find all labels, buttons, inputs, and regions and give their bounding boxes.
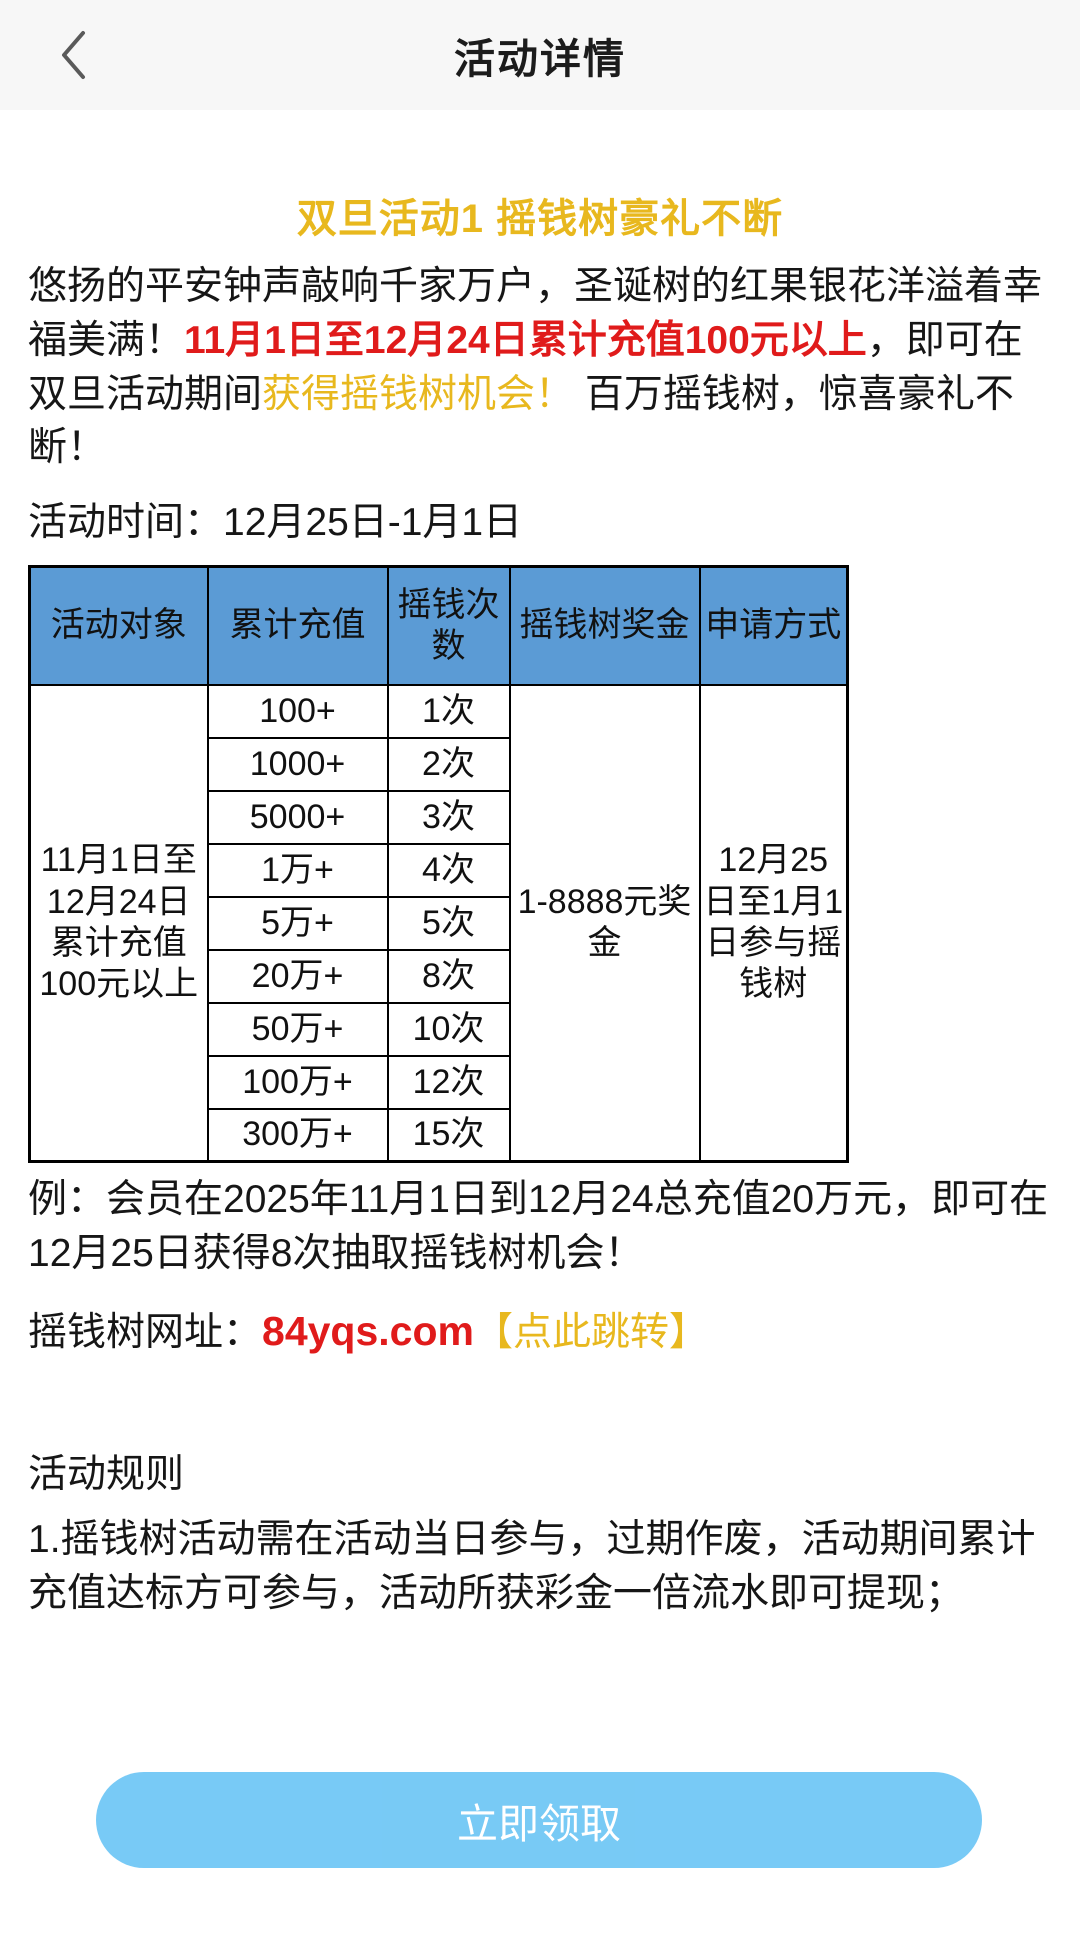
website-line: 摇钱树网址：84yqs.com【点此跳转】: [28, 1301, 1052, 1357]
table-header-recharge: 累计充值: [206, 565, 389, 686]
table-row: 100万+ 12次: [30, 1054, 848, 1110]
table-cell-target: 11月1日至12月24日累计充值100元以上: [28, 683, 209, 1163]
table-cell-recharge: 300万+: [206, 1107, 389, 1163]
back-button[interactable]: [46, 28, 100, 82]
table-header-row: 活动对象 累计充值 摇钱次数 摇钱树奖金 申请方式: [28, 565, 849, 686]
table-cell-recharge: 5000+: [206, 789, 389, 845]
table-cell-times: 8次: [386, 948, 511, 1004]
reward-table: 活动对象 累计充值 摇钱次数 摇钱树奖金 申请方式 11月1日至12月24日累计…: [28, 565, 849, 1164]
table-cell-times: 1次: [386, 683, 511, 739]
promo-intro-paragraph: 悠扬的平安钟声敲响千家万户，圣诞树的红果银花洋溢着幸福美满！11月1日至12月2…: [28, 260, 1052, 475]
table-row: 50万+ 10次: [30, 1001, 848, 1057]
table-cell-times: 4次: [386, 842, 511, 898]
table-cell-times: 12次: [386, 1054, 511, 1110]
table-cell-times: 2次: [386, 736, 511, 792]
website-jump-link[interactable]: 【点此跳转】: [473, 1310, 708, 1354]
table-cell-times: 3次: [386, 789, 511, 845]
table-header-target: 活动对象: [28, 565, 209, 686]
activity-time-label: 活动时间：12月25日-1月1日: [28, 501, 523, 545]
page-title: 活动详情: [454, 36, 626, 82]
reward-table-wrap: 活动对象 累计充值 摇钱次数 摇钱树奖金 申请方式 11月1日至12月24日累计…: [28, 565, 1052, 1164]
table-cell-recharge: 1000+: [206, 736, 389, 792]
intro-text-red-1: 11月1日至12月24日累计充值100元以上: [184, 318, 867, 362]
table-cell-bonus: 1-8888元奖金: [508, 683, 701, 1163]
table-row: 11月1日至12月24日累计充值100元以上 100+ 1次 1-8888元奖金…: [28, 683, 849, 1163]
table-cell-times: 5次: [386, 895, 511, 951]
intro-text-black-1: 悠扬的平安钟声敲响千家万户，圣诞树的红果银花洋溢着幸福美满！: [28, 265, 1043, 362]
website-url[interactable]: 84yqs.com: [262, 1307, 474, 1354]
table-header-times: 摇钱次数: [386, 565, 511, 686]
table-cell-recharge: 1万+: [206, 842, 389, 898]
table-row: 1万+ 4次: [30, 842, 848, 898]
table-cell-recharge: 100万+: [206, 1054, 389, 1110]
content-body: 双旦活动1 摇钱树豪礼不断 悠扬的平安钟声敲响千家万户，圣诞树的红果银花洋溢着幸…: [0, 186, 1080, 1621]
table-cell-recharge: 5万+: [206, 895, 389, 951]
rule-item: 1.摇钱树活动需在活动当日参与，过期作废，活动期间累计充值达标方可参与，活动所获…: [28, 1517, 1036, 1615]
table-cell-times: 10次: [386, 1001, 511, 1057]
table-cell-times: 15次: [386, 1107, 511, 1163]
app-header: 活动详情: [0, 0, 1080, 110]
promo-title: 双旦活动1 摇钱树豪礼不断: [296, 197, 784, 241]
table-header-bonus: 摇钱树奖金: [508, 565, 701, 686]
claim-now-button[interactable]: 立即领取: [96, 1772, 982, 1868]
intro-text-black-2: ，即可在双旦活动期间: [28, 318, 1023, 416]
table-row: 300万+ 15次: [30, 1107, 848, 1163]
claim-now-label: 立即领取: [457, 1801, 621, 1847]
intro-text-black-3: 百万摇钱树，惊喜豪礼不断！: [28, 372, 1014, 470]
table-row: 20万+ 8次: [30, 948, 848, 1004]
example-paragraph: 例：会员在2025年11月1日到12月24总充值20万元，即可在12月25日获得…: [28, 1178, 1049, 1276]
chevron-left-icon: [58, 29, 88, 81]
table-row: 5000+ 3次: [30, 789, 848, 845]
rules-heading: 活动规则: [28, 1452, 185, 1496]
intro-text-gold-1: 获得摇钱树机会！: [262, 372, 575, 416]
table-row: 1000+ 2次: [30, 736, 848, 792]
table-row: 5万+ 5次: [30, 895, 848, 951]
table-cell-recharge: 20万+: [206, 948, 389, 1004]
table-header-apply: 申请方式: [698, 565, 849, 686]
website-label: 摇钱树网址：: [28, 1310, 263, 1354]
reward-table-body: 11月1日至12月24日累计充值100元以上 100+ 1次 1-8888元奖金…: [28, 683, 849, 1163]
table-cell-recharge: 50万+: [206, 1001, 389, 1057]
table-cell-apply: 12月25日至1月1日参与摇钱树: [698, 683, 849, 1163]
table-cell-recharge: 100+: [206, 683, 389, 739]
